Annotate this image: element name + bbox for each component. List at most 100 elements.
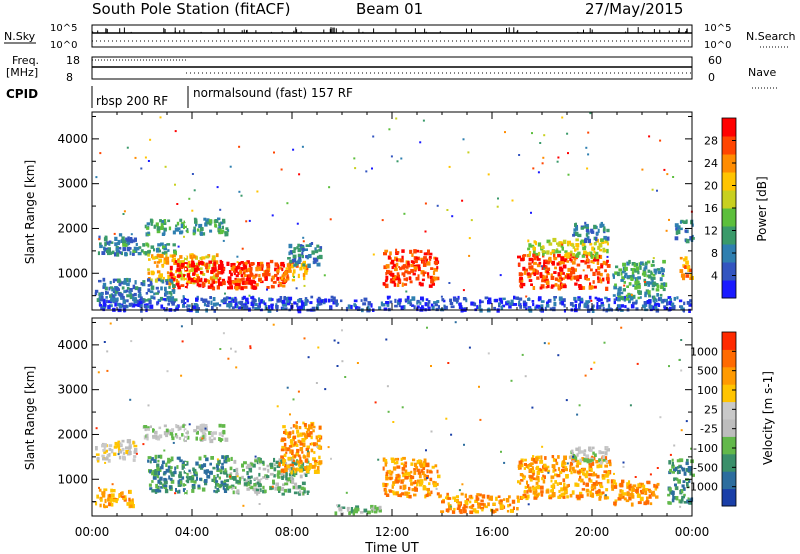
data-cell [254, 307, 258, 310]
data-cell [529, 273, 532, 277]
data-cell [149, 460, 152, 464]
data-cell [679, 256, 683, 260]
data-cell [683, 471, 687, 476]
data-cell [289, 250, 293, 255]
noise-cell [219, 348, 222, 350]
data-cell [433, 267, 436, 272]
data-cell [269, 472, 274, 476]
data-cell [120, 251, 123, 256]
data-cell [598, 277, 602, 281]
data-cell [266, 264, 271, 269]
data-cell [130, 237, 133, 242]
data-cell [243, 271, 246, 275]
data-cell [196, 266, 199, 271]
data-cell [303, 489, 306, 494]
data-cell [310, 435, 313, 440]
data-cell [637, 483, 641, 488]
data-cell [548, 242, 553, 246]
data-cell [147, 250, 151, 255]
data-cell [621, 296, 625, 301]
data-cell [387, 476, 392, 480]
data-cell [288, 445, 292, 448]
data-cell [647, 283, 651, 287]
data-cell [213, 489, 216, 493]
noise-cell [525, 295, 528, 298]
data-cell [248, 279, 252, 284]
data-cell [524, 458, 527, 462]
data-cell [401, 492, 405, 496]
data-cell [606, 228, 610, 233]
data-cell [313, 469, 318, 474]
y-tick-label: 1000 [57, 266, 88, 280]
data-cell [411, 475, 415, 480]
data-cell [682, 308, 685, 313]
data-cell [117, 446, 121, 451]
data-cell [477, 504, 481, 509]
data-cell [404, 298, 408, 302]
data-cell [648, 299, 652, 304]
data-cell [385, 283, 389, 289]
data-cell [569, 275, 573, 278]
data-cell [316, 470, 320, 474]
data-cell [200, 466, 204, 470]
data-cell [605, 488, 609, 492]
data-cell [397, 494, 401, 497]
data-cell [133, 455, 137, 458]
data-cell [258, 297, 261, 302]
data-cell [536, 258, 541, 261]
data-cell [146, 222, 151, 226]
data-cell [169, 432, 174, 436]
data-cell [675, 486, 679, 490]
data-cell [671, 462, 674, 467]
data-cell [405, 476, 409, 480]
noise-cell [278, 281, 281, 284]
data-cell [402, 456, 406, 460]
data-cell [590, 459, 594, 462]
data-cell [226, 473, 229, 478]
data-cell [575, 456, 578, 461]
data-cell [626, 261, 630, 266]
data-cell [258, 460, 263, 464]
data-cell [277, 486, 281, 491]
data-cell [230, 267, 235, 271]
data-cell [270, 304, 274, 308]
data-cell [257, 305, 261, 308]
data-cell [116, 252, 120, 257]
data-cell [499, 300, 504, 304]
data-cell [258, 457, 261, 462]
data-cell [218, 281, 222, 286]
data-cell [574, 303, 577, 309]
data-cell [679, 465, 682, 468]
data-cell [275, 305, 279, 309]
data-cell [581, 254, 585, 258]
data-cell [128, 450, 132, 455]
data-cell [157, 278, 161, 282]
data-cell [281, 445, 285, 450]
data-cell [588, 473, 592, 477]
data-cell [193, 280, 197, 283]
noise-cell [227, 357, 230, 360]
data-cell [100, 306, 104, 310]
data-cell [280, 448, 285, 452]
data-cell [293, 472, 296, 478]
data-cell [181, 433, 184, 437]
data-cell [105, 449, 108, 453]
data-cell [688, 308, 691, 313]
data-cell [279, 276, 283, 280]
data-cell [585, 301, 589, 305]
data-cell [292, 485, 295, 489]
data-cell [152, 429, 155, 433]
data-cell [436, 266, 439, 270]
data-cell [218, 264, 222, 269]
data-cell [629, 297, 634, 301]
data-cell [407, 263, 411, 268]
data-cell [116, 443, 120, 448]
data-cell [576, 253, 580, 257]
data-cell [133, 450, 137, 454]
data-cell [420, 296, 424, 301]
data-cell [316, 262, 321, 267]
data-cell [598, 305, 602, 309]
data-cell [129, 251, 132, 256]
colorbar-tick-label: 500 [697, 365, 718, 378]
data-cell [571, 490, 575, 495]
